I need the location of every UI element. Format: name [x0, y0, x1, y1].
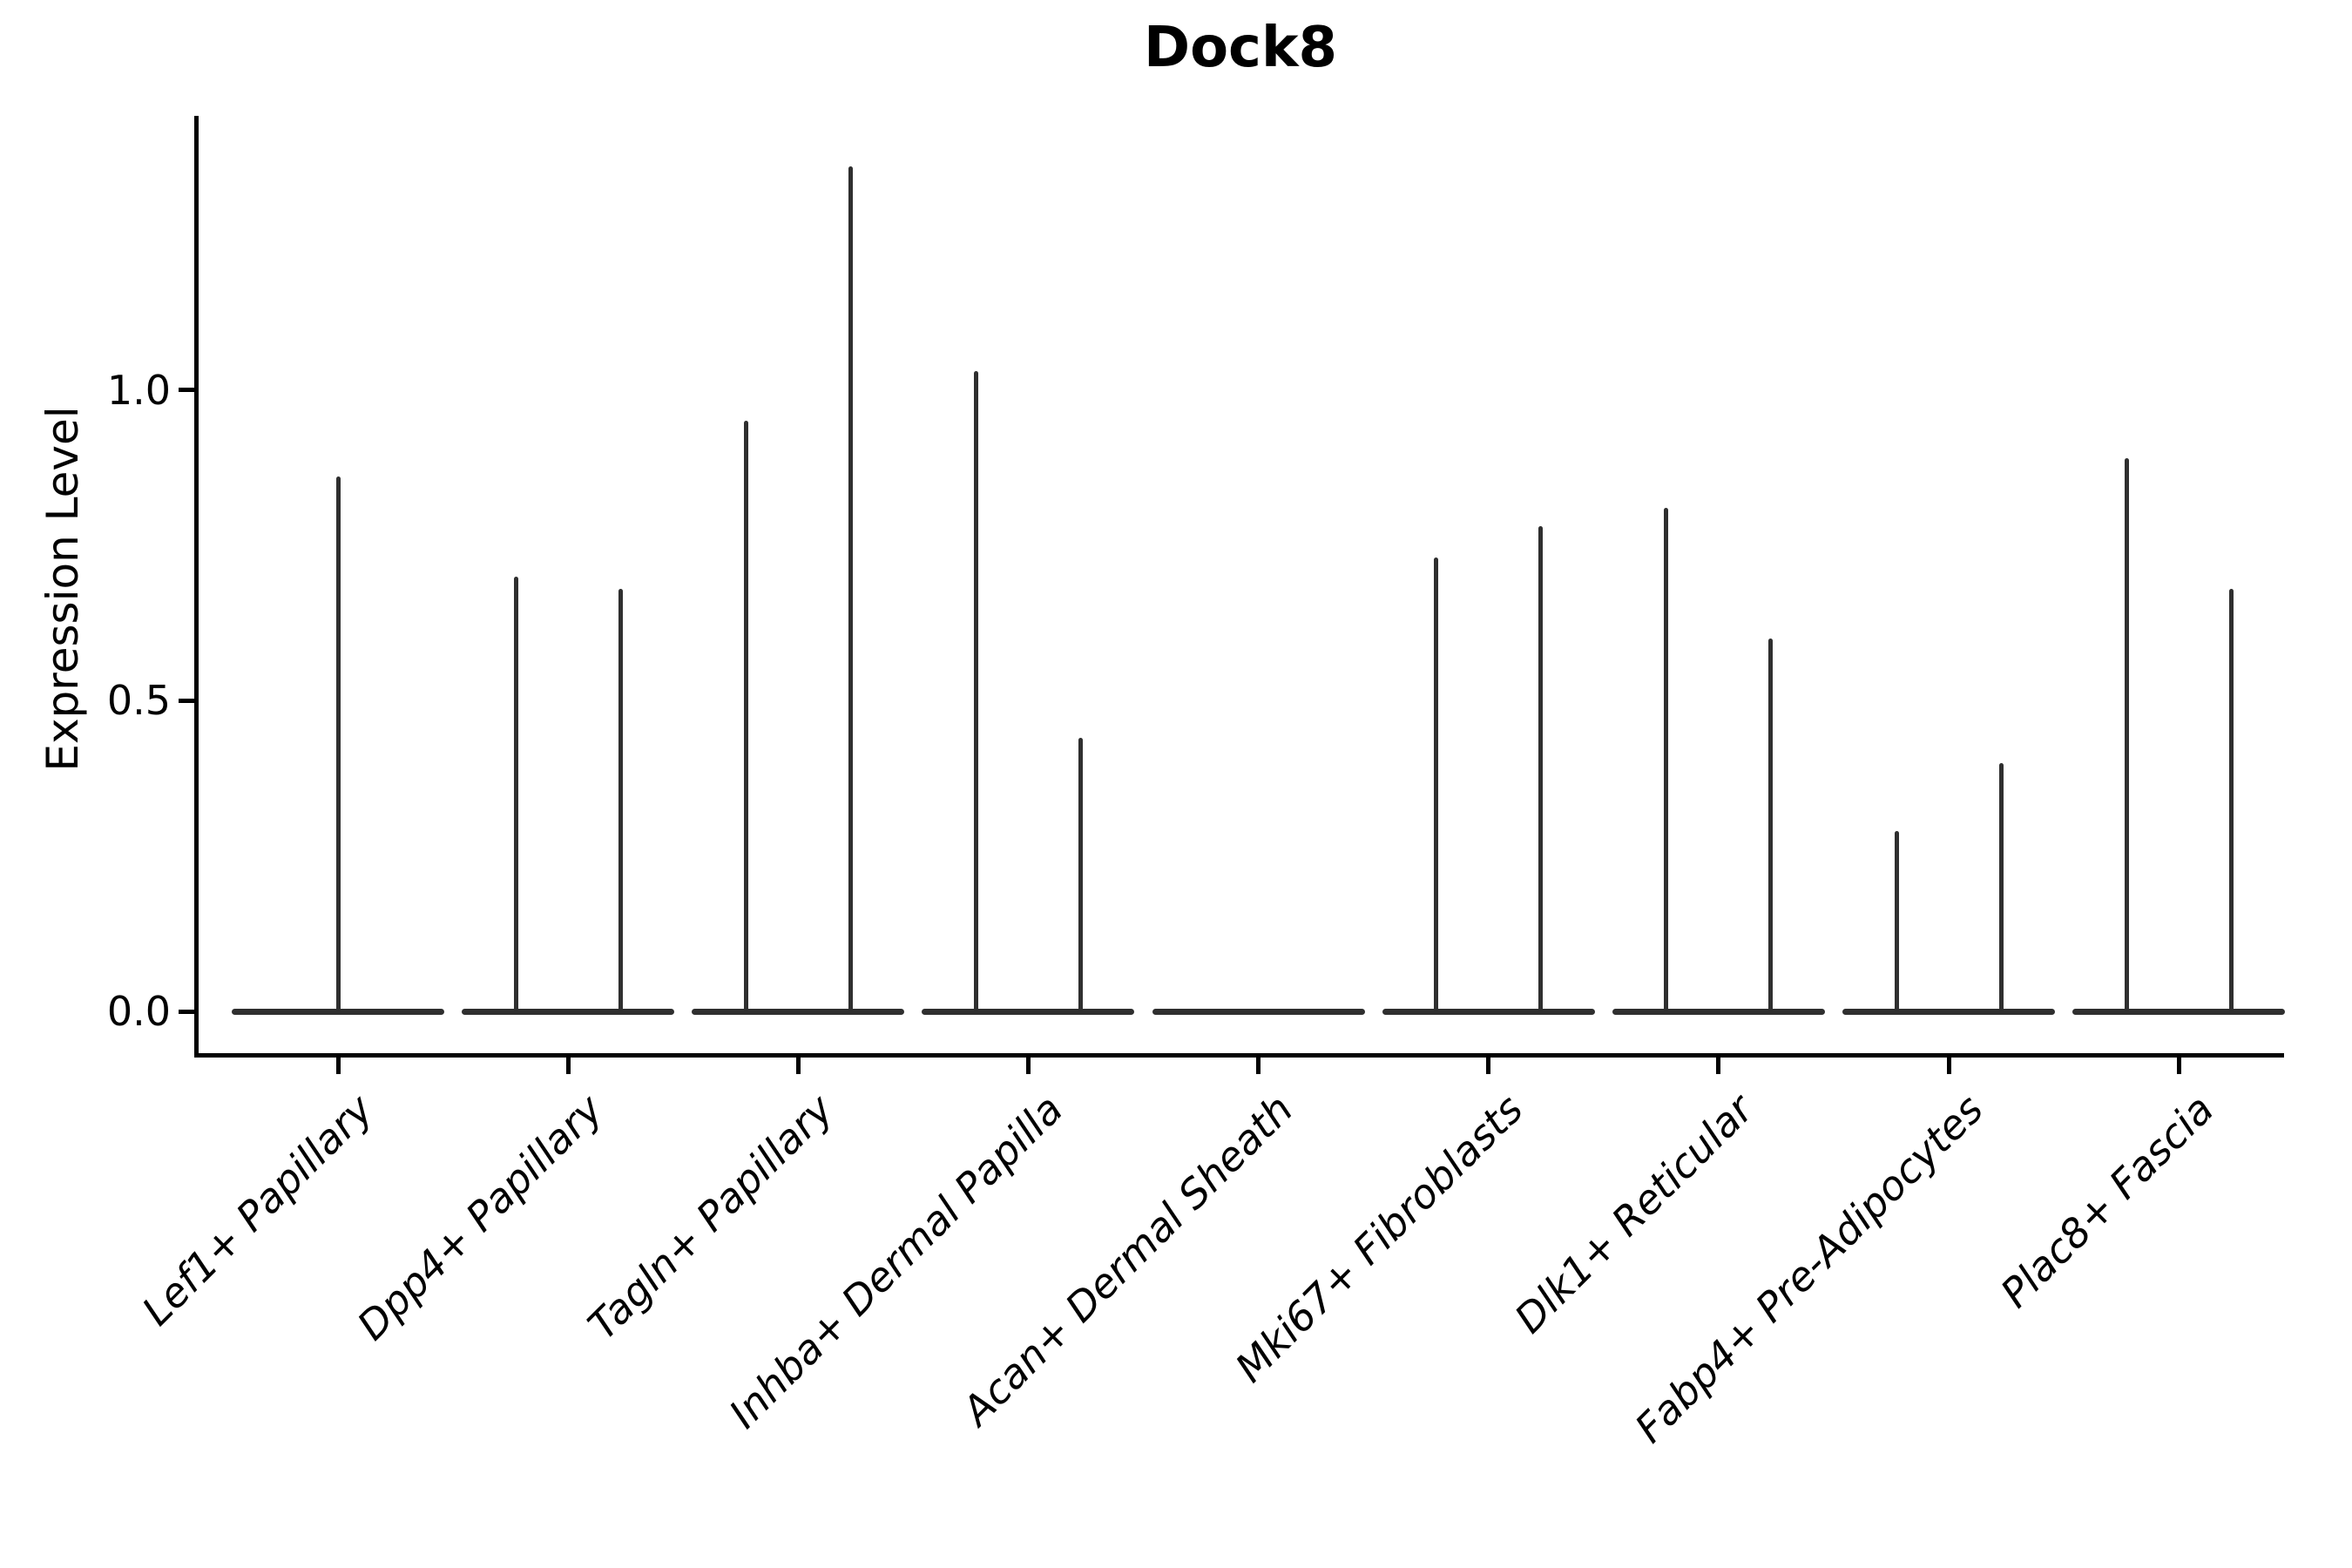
- y-tick-mark: [179, 1009, 195, 1014]
- violin-baseline: [1382, 1008, 1595, 1015]
- x-tick-mark: [2176, 1058, 2181, 1074]
- x-tick-label: Tagln+ Papillary: [578, 1085, 842, 1349]
- violin-spike: [618, 588, 623, 1013]
- violin-spike: [2228, 588, 2234, 1013]
- x-tick-mark: [1486, 1058, 1491, 1074]
- violin-spike: [1078, 738, 1083, 1013]
- x-tick-label: Dlk1+ Reticular: [1505, 1085, 1763, 1342]
- x-tick-mark: [1025, 1058, 1031, 1074]
- x-tick-label: Plac8+ Fascia: [1990, 1085, 2223, 1317]
- violin-baseline: [922, 1008, 1135, 1015]
- y-tick-label: 0.0: [106, 988, 171, 1035]
- y-tick-mark: [179, 388, 195, 392]
- violin-spike: [1538, 526, 1544, 1013]
- violin-baseline: [2072, 1008, 2286, 1015]
- violin-baseline: [692, 1008, 905, 1015]
- x-tick-mark: [1946, 1058, 1951, 1074]
- violin-spike: [335, 476, 341, 1013]
- x-tick-mark: [335, 1058, 341, 1074]
- chart-title: Dock8: [1143, 16, 1338, 80]
- x-tick-mark: [1716, 1058, 1721, 1074]
- violin-spike: [1998, 762, 2004, 1013]
- x-tick-label: Dpp4+ Papillary: [348, 1085, 612, 1349]
- y-tick-mark: [179, 698, 195, 703]
- violin-baseline: [1612, 1008, 1825, 1015]
- violin-spike: [1664, 508, 1669, 1013]
- violin-spike: [1894, 831, 1899, 1013]
- violin-spike: [973, 371, 978, 1013]
- violin-baseline: [1152, 1008, 1365, 1015]
- x-axis-line: [194, 1053, 2284, 1058]
- y-tick-label: 0.5: [106, 677, 171, 725]
- x-tick-label: Lef1+ Papillary: [132, 1085, 382, 1335]
- violin-spike: [743, 421, 748, 1013]
- x-tick-mark: [1256, 1058, 1261, 1074]
- violin-baseline: [462, 1008, 675, 1015]
- violin-spike: [513, 576, 518, 1013]
- violin-baseline: [1842, 1008, 2056, 1015]
- x-tick-mark: [795, 1058, 801, 1074]
- violin-spike: [1434, 558, 1439, 1013]
- y-tick-label: 1.0: [106, 366, 171, 414]
- violin-spike: [2124, 457, 2129, 1013]
- violin-spike: [848, 166, 853, 1013]
- violin-spike: [1768, 638, 1774, 1013]
- y-axis-line: [194, 116, 199, 1058]
- x-tick-mark: [565, 1058, 571, 1074]
